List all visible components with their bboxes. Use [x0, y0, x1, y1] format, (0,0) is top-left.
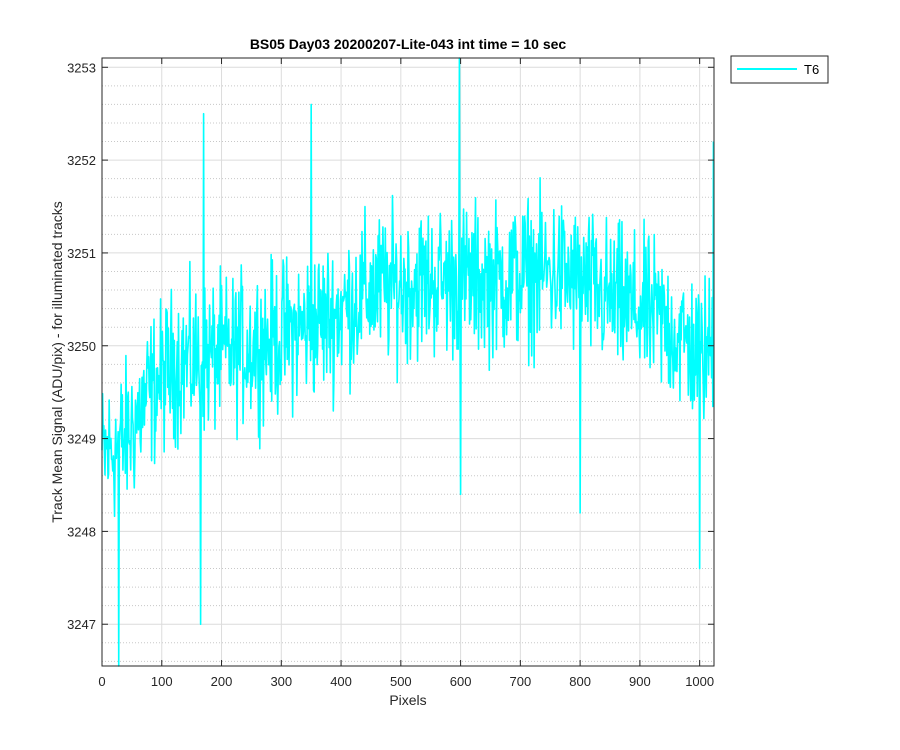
x-tick-label: 700: [510, 674, 532, 689]
x-tick-label: 300: [270, 674, 292, 689]
y-tick-label: 3253: [67, 60, 96, 75]
series-line-t6: [101, 57, 715, 667]
y-tick-label: 3248: [67, 524, 96, 539]
plot-border: [101, 57, 715, 667]
x-tick-label: 800: [569, 674, 591, 689]
chart-title: BS05 Day03 20200207-Lite-043 int time = …: [250, 36, 567, 52]
x-tick-label: 900: [629, 674, 651, 689]
tick-layer: 0 100 200 300 400 500 600 700 800 900 1000 3247 3248…: [67, 58, 714, 689]
legend[interactable]: T6: [730, 55, 829, 84]
y-tick-label: 3249: [67, 432, 96, 447]
y-axis-label: Track Mean Signal (ADU/pix) - for illumi…: [49, 201, 65, 523]
y-tick-label: 3251: [67, 246, 96, 261]
y-tick-label: 3247: [67, 617, 96, 632]
x-tick-label: 200: [211, 674, 233, 689]
x-axis-label: Pixels: [389, 692, 426, 708]
x-tick-label: 500: [390, 674, 412, 689]
x-tick-label: 0: [98, 674, 105, 689]
x-tick-label: 400: [330, 674, 352, 689]
series-layer: [101, 57, 715, 667]
legend-label-t6: T6: [804, 62, 819, 77]
y-tick-label: 3252: [67, 153, 96, 168]
x-tick-label: 600: [450, 674, 472, 689]
x-tick-label: 1000: [685, 674, 714, 689]
y-tick-label: 3250: [67, 339, 96, 354]
x-tick-label: 100: [151, 674, 173, 689]
